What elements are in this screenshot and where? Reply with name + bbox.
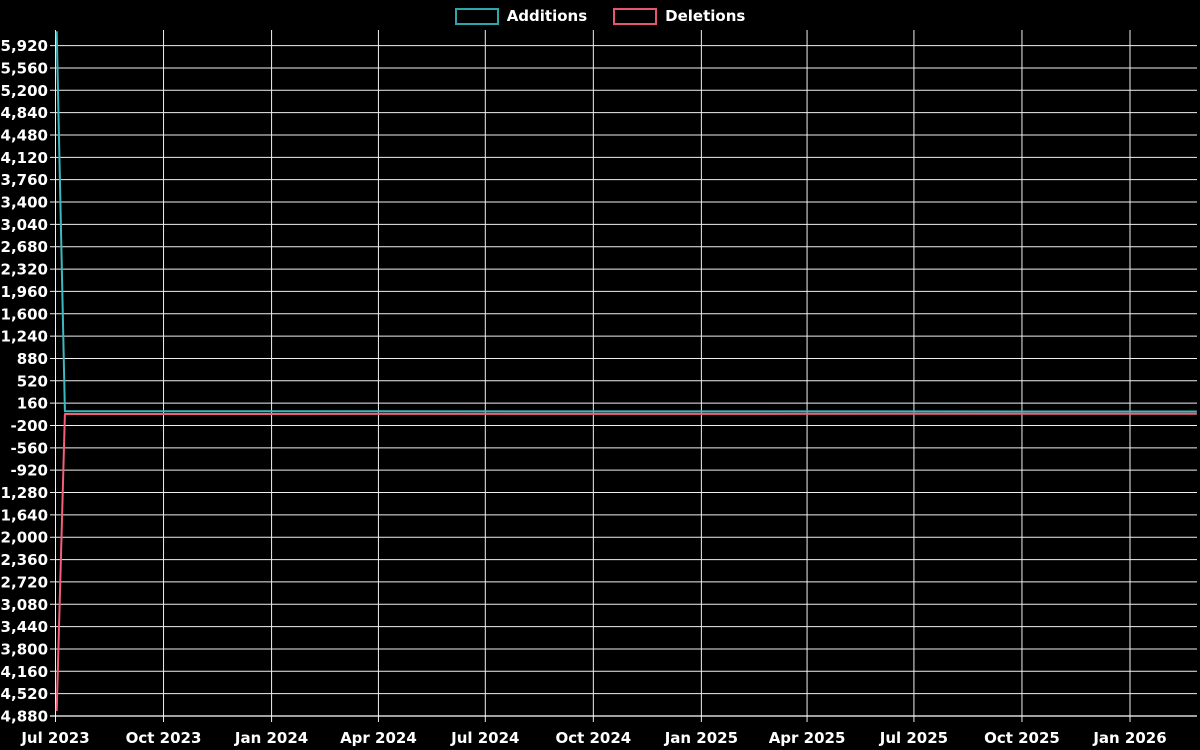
y-tick-label: -3,440 (0, 618, 48, 636)
deletions-line (55, 412, 1197, 712)
chart-legend: Additions Deletions (0, 7, 1200, 25)
y-tick-label: -560 (10, 439, 48, 457)
legend-item-additions[interactable]: Additions (454, 7, 588, 25)
additions-swatch-icon (454, 7, 499, 25)
y-tick-label: 3,400 (1, 194, 48, 212)
y-tick-label: -4,160 (0, 663, 48, 681)
deletions-swatch-icon (613, 7, 658, 25)
x-tick-label: Apr 2025 (769, 729, 846, 747)
y-tick-label: 2,320 (1, 261, 48, 279)
y-tick-label: -2,360 (0, 551, 48, 569)
y-tick-label: -3,080 (0, 596, 48, 614)
y-tick-label: -1,280 (0, 484, 48, 502)
series-lines (55, 31, 1197, 712)
y-tick-label: -200 (10, 417, 48, 435)
y-tick-label: 880 (17, 350, 48, 368)
legend-label-additions: Additions (506, 7, 588, 25)
y-tick-label: 5,560 (1, 59, 48, 77)
legend-item-deletions[interactable]: Deletions (613, 7, 745, 25)
y-tick-label: 160 (17, 395, 48, 413)
x-tick-label: Jan 2025 (664, 729, 738, 747)
x-tick-label: Oct 2025 (984, 729, 1060, 747)
x-tick-label: Jul 2024 (450, 729, 519, 747)
y-tick-label: 4,480 (1, 126, 48, 144)
y-tick-label: 3,760 (1, 171, 48, 189)
additions-line (55, 31, 1197, 413)
y-tick-label: 4,840 (1, 104, 48, 122)
x-tick-label: Oct 2023 (126, 729, 202, 747)
y-tick-label: 1,600 (1, 305, 48, 323)
y-tick-label: -4,880 (0, 707, 48, 725)
axis-labels: 5,920 5,560 5,200 4,840 4,480 4,120 3,760 3,400… (0, 37, 1167, 747)
y-tick-label: 1,960 (1, 283, 48, 301)
y-tick-label: -1,640 (0, 506, 48, 524)
y-tick-label: -920 (10, 462, 48, 480)
y-tick-label: -3,800 (0, 640, 48, 658)
y-tick-label: 2,680 (1, 238, 48, 256)
y-tick-label: 3,040 (1, 216, 48, 234)
y-tick-label: 1,240 (1, 328, 48, 346)
x-tick-label: Oct 2024 (555, 729, 631, 747)
x-tick-label: Jul 2023 (20, 729, 89, 747)
x-tick-label: Apr 2024 (340, 729, 417, 747)
x-tick-label: Jul 2025 (879, 729, 948, 747)
y-tick-label: 4,120 (1, 149, 48, 167)
y-tick-label: 5,200 (1, 82, 48, 100)
y-tick-label: 520 (17, 372, 48, 390)
y-tick-label: -2,000 (0, 529, 48, 547)
y-tick-label: -2,720 (0, 573, 48, 591)
x-tick-label: Jan 2026 (1092, 729, 1166, 747)
legend-label-deletions: Deletions (665, 7, 746, 25)
gridlines (50, 30, 1197, 722)
y-tick-label: -4,520 (0, 685, 48, 703)
y-tick-label: 5,920 (1, 37, 48, 55)
x-tick-label: Jan 2024 (234, 729, 308, 747)
